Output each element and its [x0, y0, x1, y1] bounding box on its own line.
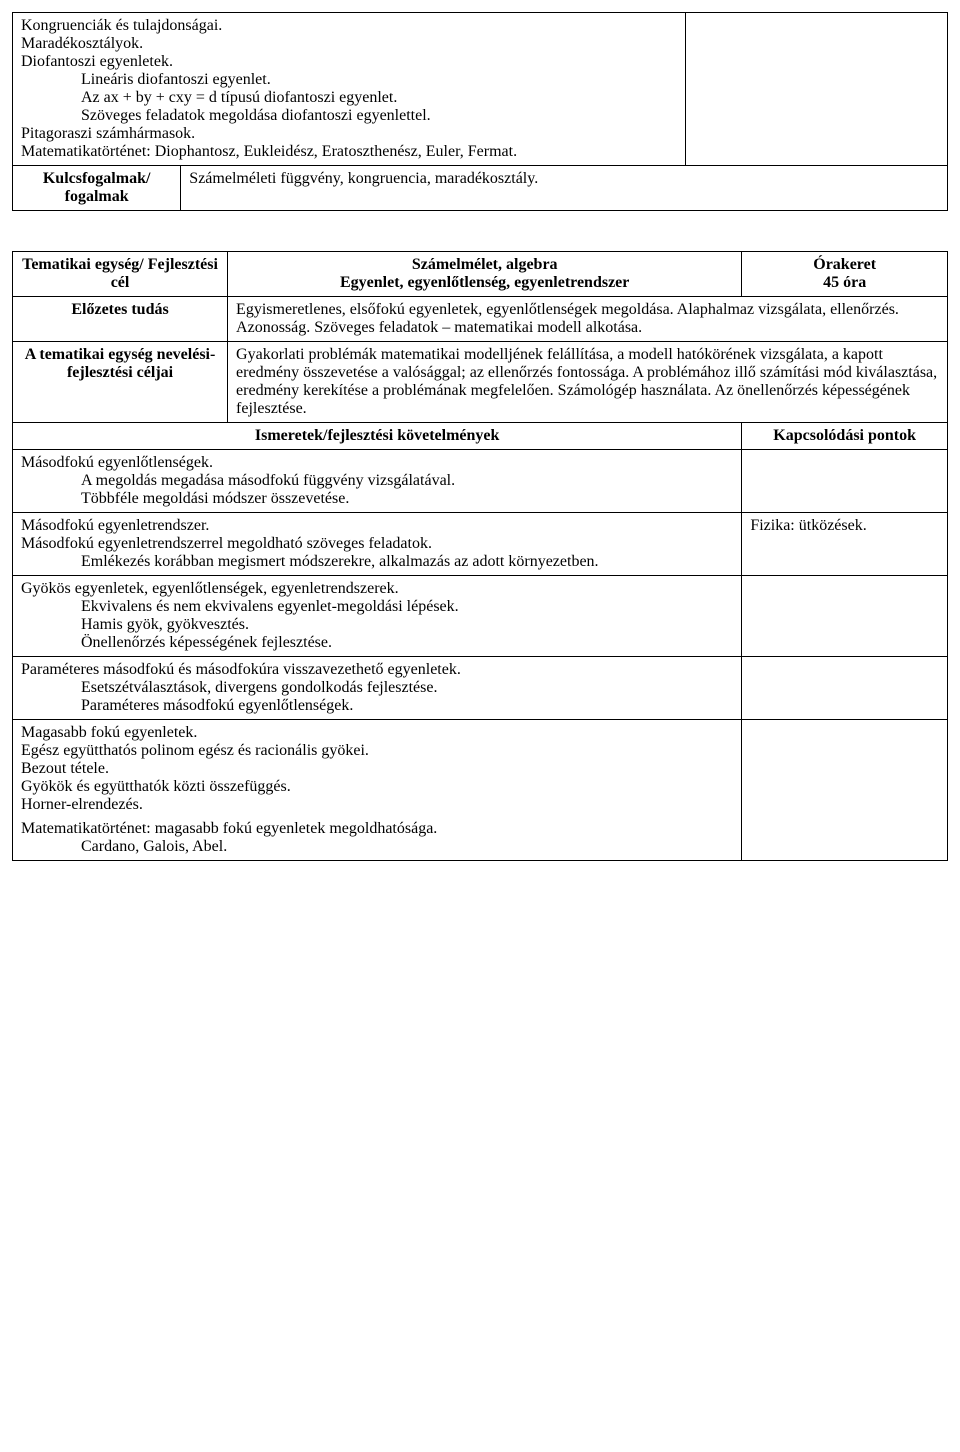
hours-cell: Órakeret 45 óra	[742, 252, 948, 297]
line-indent: A megoldás megadása másodfokú függvény v…	[21, 472, 733, 490]
hours-value: 45 óra	[750, 274, 939, 292]
line: Kongruenciák és tulajdonságai.	[21, 17, 677, 35]
line-indent: Cardano, Galois, Abel.	[21, 838, 733, 856]
line: Bezout tétele.	[21, 760, 733, 778]
line: Gyökök és együtthatók közti összefüggés.	[21, 778, 733, 796]
empty-cell	[686, 13, 948, 166]
line: Horner-elrendezés.	[21, 796, 733, 814]
line: Diofantoszi egyenletek.	[21, 53, 677, 71]
line: Egész együtthatós polinom egész és racio…	[21, 742, 733, 760]
prior-knowledge-value: Egyismeretlenes, elsőfokú egyenletek, eg…	[228, 297, 948, 342]
goals-value: Gyakorlati problémák matematikai modellj…	[228, 342, 948, 423]
content-cell: Másodfokú egyenletrendszer. Másodfokú eg…	[13, 513, 742, 576]
line: Paraméteres másodfokú és másodfokúra vis…	[21, 661, 733, 679]
line: Másodfokú egyenletrendszer.	[21, 517, 733, 535]
connections-cell	[742, 576, 948, 657]
connections-cell	[742, 450, 948, 513]
table-main: Tematikai egység/ Fejlesztési cél Számel…	[12, 251, 948, 861]
thematic-unit-title: Számelmélet, algebra Egyenlet, egyenlőtl…	[228, 252, 742, 297]
line-indent: Esetszétválasztások, divergens gondolkod…	[21, 679, 733, 697]
connections-header: Kapcsolódási pontok	[742, 423, 948, 450]
connections-cell: Fizika: ütközések.	[742, 513, 948, 576]
table-top: Kongruenciák és tulajdonságai. Maradékos…	[12, 12, 948, 211]
content-cell: Paraméteres másodfokú és másodfokúra vis…	[13, 657, 742, 720]
topics-cell: Kongruenciák és tulajdonságai. Maradékos…	[13, 13, 686, 166]
requirements-header: Ismeretek/fejlesztési követelmények	[13, 423, 742, 450]
content-cell: Magasabb fokú egyenletek. Egész együttha…	[13, 720, 742, 861]
line-indent: Ekvivalens és nem ekvivalens egyenlet-me…	[21, 598, 733, 616]
connections-cell	[742, 657, 948, 720]
line: Maradékosztályok.	[21, 35, 677, 53]
line-indent: Paraméteres másodfokú egyenlőtlenségek.	[21, 697, 733, 715]
line-indent: Hamis gyök, gyökvesztés.	[21, 616, 733, 634]
content-cell: Másodfokú egyenlőtlenségek. A megoldás m…	[13, 450, 742, 513]
line: Másodfokú egyenletrendszerrel megoldható…	[21, 535, 733, 553]
line: Matematikatörténet: Diophantosz, Eukleid…	[21, 143, 677, 161]
connections-cell	[742, 720, 948, 861]
line: Gyökös egyenletek, egyenlőtlenségek, egy…	[21, 580, 733, 598]
line-indent: Többféle megoldási módszer összevetése.	[21, 490, 733, 508]
title-line2: Egyenlet, egyenlőtlenség, egyenletrendsz…	[236, 274, 733, 292]
goals-label: A tematikai egység nevelési-fejlesztési …	[13, 342, 228, 423]
key-concepts-value: Számelméleti függvény, kongruencia, mara…	[181, 166, 948, 211]
title-line1: Számelmélet, algebra	[236, 256, 733, 274]
line: Másodfokú egyenlőtlenségek.	[21, 454, 733, 472]
content-cell: Gyökös egyenletek, egyenlőtlenségek, egy…	[13, 576, 742, 657]
hours-label: Órakeret	[750, 256, 939, 274]
prior-knowledge-label: Előzetes tudás	[13, 297, 228, 342]
line-indent: Az ax + by + cxy = d típusú diofantoszi …	[21, 89, 677, 107]
line: Magasabb fokú egyenletek.	[21, 724, 733, 742]
line-indent: Szöveges feladatok megoldása diofantoszi…	[21, 107, 677, 125]
line: Pitagoraszi számhármasok.	[21, 125, 677, 143]
line: Matematikatörténet: magasabb fokú egyenl…	[21, 820, 733, 838]
key-concepts-label: Kulcsfogalmak/ fogalmak	[13, 166, 181, 211]
thematic-unit-label: Tematikai egység/ Fejlesztési cél	[13, 252, 228, 297]
line-indent: Önellenőrzés képességének fejlesztése.	[21, 634, 733, 652]
line-indent: Emlékezés korábban megismert módszerekre…	[21, 553, 733, 571]
line-indent: Lineáris diofantoszi egyenlet.	[21, 71, 677, 89]
